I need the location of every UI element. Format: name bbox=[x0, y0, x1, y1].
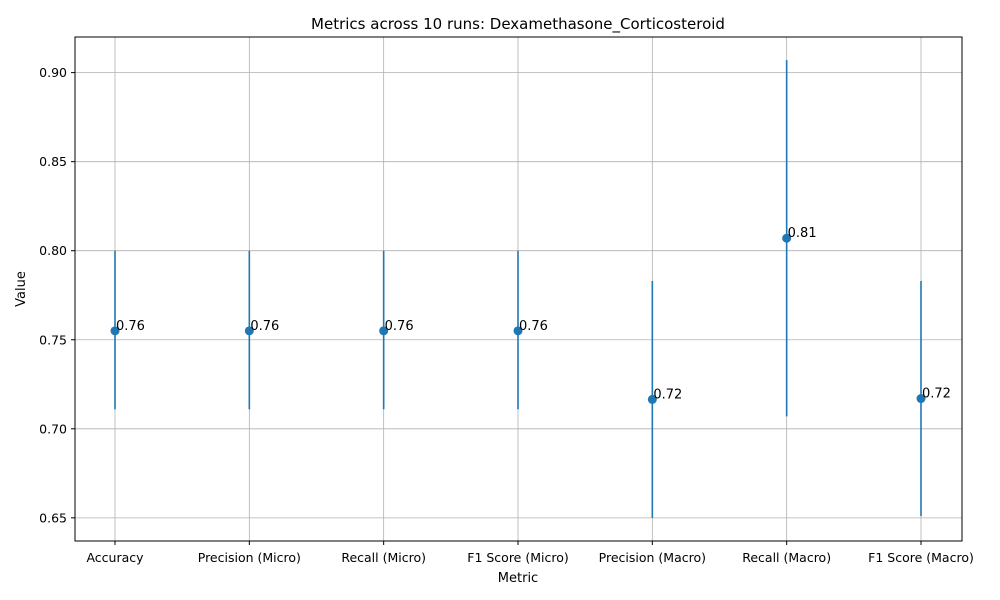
x-axis-ticks: Accuracy Precision (Micro) Recall (Micro) F… bbox=[86, 541, 974, 565]
data-point bbox=[916, 394, 926, 404]
data-points bbox=[110, 233, 926, 404]
data-label: 0.76 bbox=[116, 319, 145, 334]
x-tick-label: Recall (Macro) bbox=[742, 550, 831, 565]
x-tick-label: F1 Score (Macro) bbox=[868, 550, 974, 565]
data-point bbox=[647, 394, 657, 404]
chart-title: Metrics across 10 runs: Dexamethasone_Co… bbox=[311, 15, 725, 34]
data-label: 0.72 bbox=[653, 387, 682, 402]
y-tick-label: 0.75 bbox=[39, 332, 67, 347]
y-tick-label: 0.80 bbox=[39, 243, 67, 258]
data-label: 0.76 bbox=[385, 319, 414, 334]
y-tick-label: 0.85 bbox=[39, 154, 67, 169]
y-tick-label: 0.70 bbox=[39, 421, 67, 436]
x-tick-label: F1 Score (Micro) bbox=[467, 550, 569, 565]
x-tick-label: Accuracy bbox=[86, 550, 144, 565]
y-axis-ticks: 0.65 0.70 0.75 0.80 0.85 0.90 bbox=[39, 65, 75, 525]
x-tick-label: Precision (Macro) bbox=[599, 550, 706, 565]
data-label: 0.72 bbox=[922, 387, 951, 402]
data-label: 0.81 bbox=[788, 226, 817, 241]
data-labels: 0.76 0.76 0.76 0.76 0.72 0.81 0.72 bbox=[116, 226, 951, 402]
x-tick-label: Precision (Micro) bbox=[198, 550, 301, 565]
y-axis-label: Value bbox=[14, 271, 29, 307]
data-label: 0.76 bbox=[250, 319, 279, 334]
data-point bbox=[782, 233, 792, 243]
data-point bbox=[513, 326, 523, 336]
x-axis-label: Metric bbox=[498, 571, 538, 586]
x-tick-label: Recall (Micro) bbox=[341, 550, 426, 565]
data-label: 0.76 bbox=[519, 319, 548, 334]
data-point bbox=[244, 326, 254, 336]
data-point bbox=[379, 326, 389, 336]
data-point bbox=[110, 326, 120, 336]
y-tick-label: 0.90 bbox=[39, 65, 67, 80]
y-tick-label: 0.65 bbox=[39, 510, 67, 525]
